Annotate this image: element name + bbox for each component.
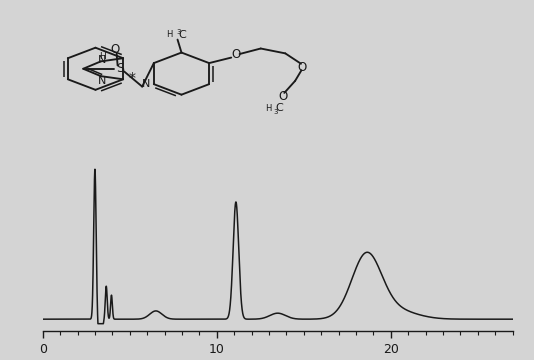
Text: N: N: [98, 76, 106, 86]
Text: O: O: [298, 61, 307, 74]
Text: 3: 3: [273, 109, 278, 115]
Text: O: O: [111, 43, 120, 56]
Text: *: *: [129, 72, 136, 85]
Text: H: H: [166, 30, 172, 39]
Text: 3: 3: [177, 28, 181, 35]
Text: O: O: [278, 90, 287, 103]
Text: C: C: [178, 30, 186, 40]
Text: O: O: [232, 49, 241, 62]
Text: C: C: [276, 103, 283, 113]
Text: S: S: [116, 62, 124, 75]
Text: N: N: [98, 55, 106, 66]
Text: N: N: [142, 79, 151, 89]
Text: H: H: [265, 104, 271, 113]
Text: H: H: [99, 52, 106, 61]
